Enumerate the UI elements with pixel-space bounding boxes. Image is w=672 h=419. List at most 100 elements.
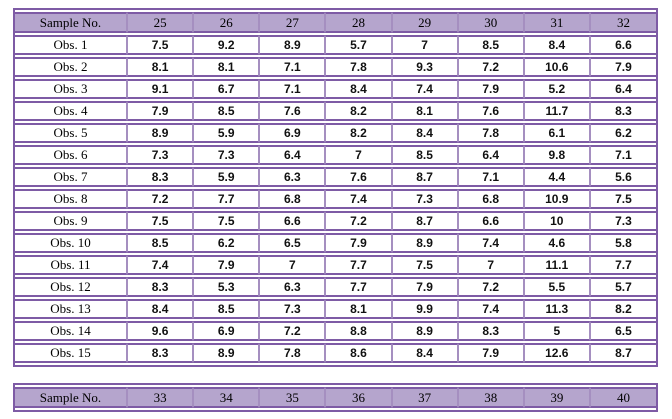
obs-value: 7.4 (127, 255, 194, 275)
header-cell-sample-27: 27 (259, 12, 326, 33)
obs-value: 8.5 (457, 35, 524, 55)
obs-value: 4.6 (523, 233, 590, 253)
obs-value: 6.6 (259, 211, 326, 231)
obs-value: 12.6 (523, 343, 590, 363)
obs-value: 5.6 (589, 167, 656, 187)
obs-value: 8.9 (391, 233, 458, 253)
header-cell-sample-35: 35 (259, 387, 326, 408)
obs-value: 8.9 (391, 321, 458, 341)
obs-value: 8.5 (193, 101, 260, 121)
obs-value: 8.4 (391, 123, 458, 143)
obs-value: 8.1 (193, 57, 260, 77)
obs-value: 8.4 (391, 343, 458, 363)
header-cell-sample-36: 36 (325, 387, 392, 408)
obs-value: 5.3 (193, 277, 260, 297)
obs-value: 7.6 (457, 101, 524, 121)
obs-value: 7.8 (457, 123, 524, 143)
obs-label: Obs. 4 (15, 101, 127, 121)
samples-33-40-table-container: Sample No. 33 34 35 36 37 38 39 40 (13, 383, 658, 412)
obs-value: 9.9 (391, 299, 458, 319)
obs-value: 7.2 (259, 321, 326, 341)
obs-value: 7.3 (127, 145, 194, 165)
obs-value: 11.1 (523, 255, 590, 275)
header-cell-sample-32: 32 (589, 12, 656, 33)
header-cell-sample-no: Sample No. (15, 387, 127, 408)
header-row: Sample No. 25 26 27 28 29 30 31 32 (15, 12, 656, 33)
obs-value: 7.5 (127, 35, 194, 55)
obs-value: 7 (259, 255, 326, 275)
obs-label: Obs. 10 (15, 233, 127, 253)
obs-value: 7.5 (127, 211, 194, 231)
obs-value: 6.7 (193, 79, 260, 99)
samples-25-32-table-container: Sample No. 25 26 27 28 29 30 31 32 Obs. 1 7.5 9.2 8… (13, 8, 658, 367)
obs-value: 6.2 (589, 123, 656, 143)
obs-value: 5.2 (523, 79, 590, 99)
obs-value: 6.8 (259, 189, 326, 209)
samples-25-32-table: Sample No. 25 26 27 28 29 30 31 32 Obs. 1 7.5 9.2 8… (15, 10, 656, 365)
obs-value: 7.6 (259, 101, 326, 121)
obs-value: 8.3 (127, 343, 194, 363)
header-cell-sample-28: 28 (325, 12, 392, 33)
obs-value: 7.1 (457, 167, 524, 187)
obs-value: 8.1 (325, 299, 392, 319)
obs-value: 7.9 (457, 79, 524, 99)
obs-value: 8.7 (391, 211, 458, 231)
obs-label: Obs. 15 (15, 343, 127, 363)
obs-value: 9.8 (523, 145, 590, 165)
obs-value: 8.3 (127, 167, 194, 187)
header-row: Sample No. 33 34 35 36 37 38 39 40 (15, 387, 656, 408)
table-row: Obs. 6 7.3 7.3 6.4 7 8.5 6.4 9.8 7.1 (15, 145, 656, 165)
table-row: Obs. 3 9.1 6.7 7.1 8.4 7.4 7.9 5.2 6.4 (15, 79, 656, 99)
obs-value: 6.6 (589, 35, 656, 55)
obs-value: 7 (391, 35, 458, 55)
obs-value: 9.2 (193, 35, 260, 55)
table-row: Obs. 11 7.4 7.9 7 7.7 7.5 7 11.1 7.7 (15, 255, 656, 275)
obs-value: 8.7 (391, 167, 458, 187)
obs-value: 8.1 (127, 57, 194, 77)
obs-value: 6.2 (193, 233, 260, 253)
obs-value: 9.3 (391, 57, 458, 77)
obs-value: 7.1 (589, 145, 656, 165)
obs-value: 7.6 (325, 167, 392, 187)
obs-value: 7.4 (457, 299, 524, 319)
obs-value: 9.6 (127, 321, 194, 341)
header-cell-sample-26: 26 (193, 12, 260, 33)
obs-value: 7.4 (457, 233, 524, 253)
obs-value: 7.3 (259, 299, 326, 319)
obs-label: Obs. 3 (15, 79, 127, 99)
obs-value: 7.3 (391, 189, 458, 209)
obs-value: 5.7 (325, 35, 392, 55)
obs-value: 10.6 (523, 57, 590, 77)
table-row: Obs. 9 7.5 7.5 6.6 7.2 8.7 6.6 10 7.3 (15, 211, 656, 231)
table-row: Obs. 15 8.3 8.9 7.8 8.6 8.4 7.9 12.6 8.7 (15, 343, 656, 363)
obs-value: 4.4 (523, 167, 590, 187)
obs-value: 11.7 (523, 101, 590, 121)
obs-value: 7.2 (457, 57, 524, 77)
obs-label: Obs. 12 (15, 277, 127, 297)
header-cell-sample-38: 38 (457, 387, 524, 408)
obs-value: 6.5 (259, 233, 326, 253)
obs-value: 7.8 (325, 57, 392, 77)
obs-value: 7.9 (391, 277, 458, 297)
obs-value: 5.9 (193, 167, 260, 187)
table-row: Obs. 7 8.3 5.9 6.3 7.6 8.7 7.1 4.4 5.6 (15, 167, 656, 187)
obs-value: 8.5 (193, 299, 260, 319)
obs-label: Obs. 14 (15, 321, 127, 341)
obs-value: 8.7 (589, 343, 656, 363)
obs-value: 6.4 (259, 145, 326, 165)
obs-value: 9.1 (127, 79, 194, 99)
table-row: Obs. 1 7.5 9.2 8.9 5.7 7 8.5 8.4 6.6 (15, 35, 656, 55)
obs-value: 7.8 (259, 343, 326, 363)
obs-value: 8.8 (325, 321, 392, 341)
obs-value: 5.7 (589, 277, 656, 297)
obs-label: Obs. 6 (15, 145, 127, 165)
table-row: Obs. 10 8.5 6.2 6.5 7.9 8.9 7.4 4.6 5.8 (15, 233, 656, 253)
obs-value: 6.4 (457, 145, 524, 165)
obs-value: 7.9 (127, 101, 194, 121)
obs-value: 7.1 (259, 57, 326, 77)
obs-value: 8.5 (391, 145, 458, 165)
obs-label: Obs. 2 (15, 57, 127, 77)
obs-value: 5 (523, 321, 590, 341)
obs-value: 8.5 (127, 233, 194, 253)
